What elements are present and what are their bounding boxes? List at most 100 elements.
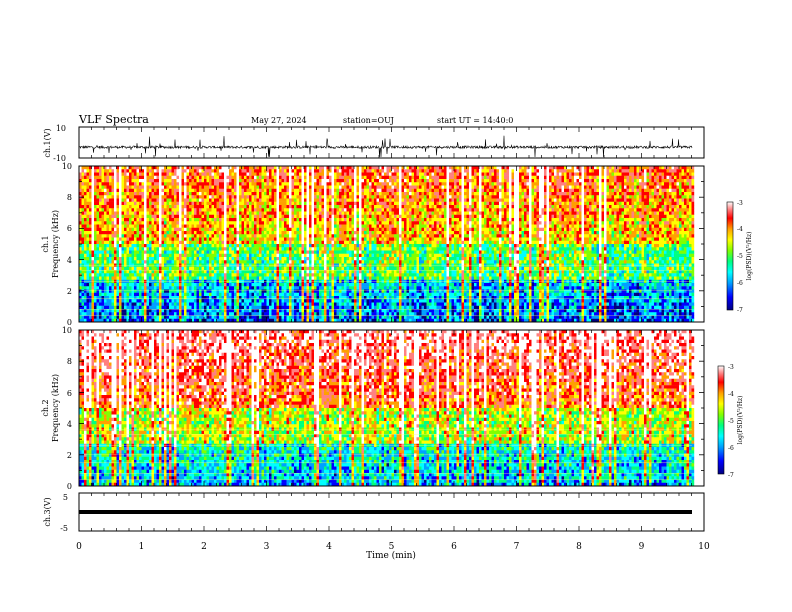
ch1-spec-cell [289, 199, 292, 202]
ch1-spec-cell [222, 205, 225, 208]
ch1-spec-cell [227, 212, 230, 215]
ch1-spec-cell [204, 283, 207, 286]
ch1-spec-cell [337, 212, 340, 215]
ch1-spec-cell [154, 303, 157, 306]
ch1-spec-cell [177, 215, 180, 218]
ch1-spec-cell [229, 182, 232, 185]
ch1-spec-cell [212, 182, 215, 185]
ch1-spec-cell [284, 296, 287, 299]
ch1-spec-cell [169, 166, 172, 169]
ch1-spec-cell [287, 267, 290, 270]
ch1-spec-cell [282, 277, 285, 280]
ch1-spec-cell [237, 231, 240, 234]
ch1-spec-cell [272, 231, 275, 234]
ch1-spec-cell [227, 238, 230, 241]
ch1-spec-cell [174, 264, 177, 267]
ch1-spec-cell [154, 176, 157, 179]
ch1-spec-cell [307, 303, 310, 306]
ch1-spec-cell [249, 221, 252, 224]
ch1-spec-cell [254, 179, 257, 182]
ch1-spec-cell [112, 176, 115, 179]
ch1-spec-cell [329, 277, 332, 280]
ch1-spec-cell [114, 189, 117, 192]
ch1-spec-cell [272, 169, 275, 172]
ch1-spec-cell [122, 264, 125, 267]
ch1-spec-cell [244, 195, 247, 198]
ch1-spec-cell [307, 182, 310, 185]
ch1-spec-cell [164, 293, 167, 296]
ch1-spec-cell [319, 212, 322, 215]
ch1-spec-cell [259, 182, 262, 185]
ch1-spec-cell [207, 189, 210, 192]
ch1-spec-cell [302, 273, 305, 276]
ch1-spec-cell [252, 218, 255, 221]
ch1-spec-cell [207, 238, 210, 241]
ch1-spec-cell [319, 202, 322, 205]
ch1-spec-cell [174, 254, 177, 257]
ch1-spec-cell [107, 264, 110, 267]
ch1-spec-cell [104, 264, 107, 267]
ch1-spec-cell [154, 251, 157, 254]
ch1-spec-cell [179, 195, 182, 198]
ch1-spec-cell [284, 299, 287, 302]
ch1-spec-cell [122, 283, 125, 286]
ch1-spec-cell [104, 218, 107, 221]
ch1-spec-cell [162, 247, 165, 250]
ch1-spec-cell [174, 251, 177, 254]
ch1-spec-cell [222, 238, 225, 241]
ch1-spec-cell [229, 306, 232, 309]
ch1-spec-cell [214, 218, 217, 221]
ch1-spec-cell [202, 296, 205, 299]
ch1-spec-cell [189, 208, 192, 211]
ch1-spec-cell [262, 186, 265, 189]
ch1-spec-cell [239, 254, 242, 257]
ch1-spec-cell [272, 238, 275, 241]
ch1-spec-cell [317, 244, 320, 247]
ch1-spec-cell [299, 241, 302, 244]
ch1-spec-cell [179, 189, 182, 192]
ch1-spec-cell [207, 293, 210, 296]
ch1-spec-cell [257, 231, 260, 234]
ch1-spec-cell [152, 303, 155, 306]
ch1-spec-cell [229, 251, 232, 254]
ch1-spec-cell [142, 257, 145, 260]
ch1-spec-cell [174, 205, 177, 208]
ch1-spec-cell [214, 293, 217, 296]
ch1-spec-cell [254, 267, 257, 270]
ch1-spec-cell [164, 179, 167, 182]
ch1-spec-cell [269, 244, 272, 247]
ch1-spec-cell [139, 205, 142, 208]
ch1-spec-cell [309, 251, 312, 254]
ch1-spec-cell [132, 283, 135, 286]
ch1-spec-cell [232, 273, 235, 276]
ch1-spec-cell [227, 296, 230, 299]
ch1-spec-cell [187, 231, 190, 234]
ch1-spec-cell [102, 225, 105, 228]
ch1-spec-cell [152, 218, 155, 221]
ch1-spec-cell [87, 176, 90, 179]
ch1-spec-cell [214, 205, 217, 208]
ch1-spec-cell [302, 251, 305, 254]
ch1-spec-cell [292, 303, 295, 306]
ch1-spec-cell [292, 212, 295, 215]
ch1-spec-cell [149, 257, 152, 260]
ch1-spec-cell [207, 192, 210, 195]
ch1-spec-cell [217, 303, 220, 306]
ch1-spec-cell [312, 212, 315, 215]
ch1-spec-cell [204, 228, 207, 231]
ch1-spec-cell [139, 215, 142, 218]
ch1-spec-cell [84, 205, 87, 208]
ch1-spec-cell [249, 234, 252, 237]
ch1-spec-cell [137, 306, 140, 309]
ch1-spec-cell [247, 234, 250, 237]
ch1-spec-cell [264, 238, 267, 241]
ch1-spec-cell [164, 221, 167, 224]
ch1-spec-cell [164, 176, 167, 179]
ch1-spec-cell [219, 257, 222, 260]
ch1-spec-cell [324, 212, 327, 215]
ch1-spec-cell [89, 189, 92, 192]
ch1-spec-cell [309, 247, 312, 250]
ch1-spec-cell [84, 218, 87, 221]
ch1-spec-cell [159, 205, 162, 208]
ch1-spec-cell [94, 312, 97, 315]
